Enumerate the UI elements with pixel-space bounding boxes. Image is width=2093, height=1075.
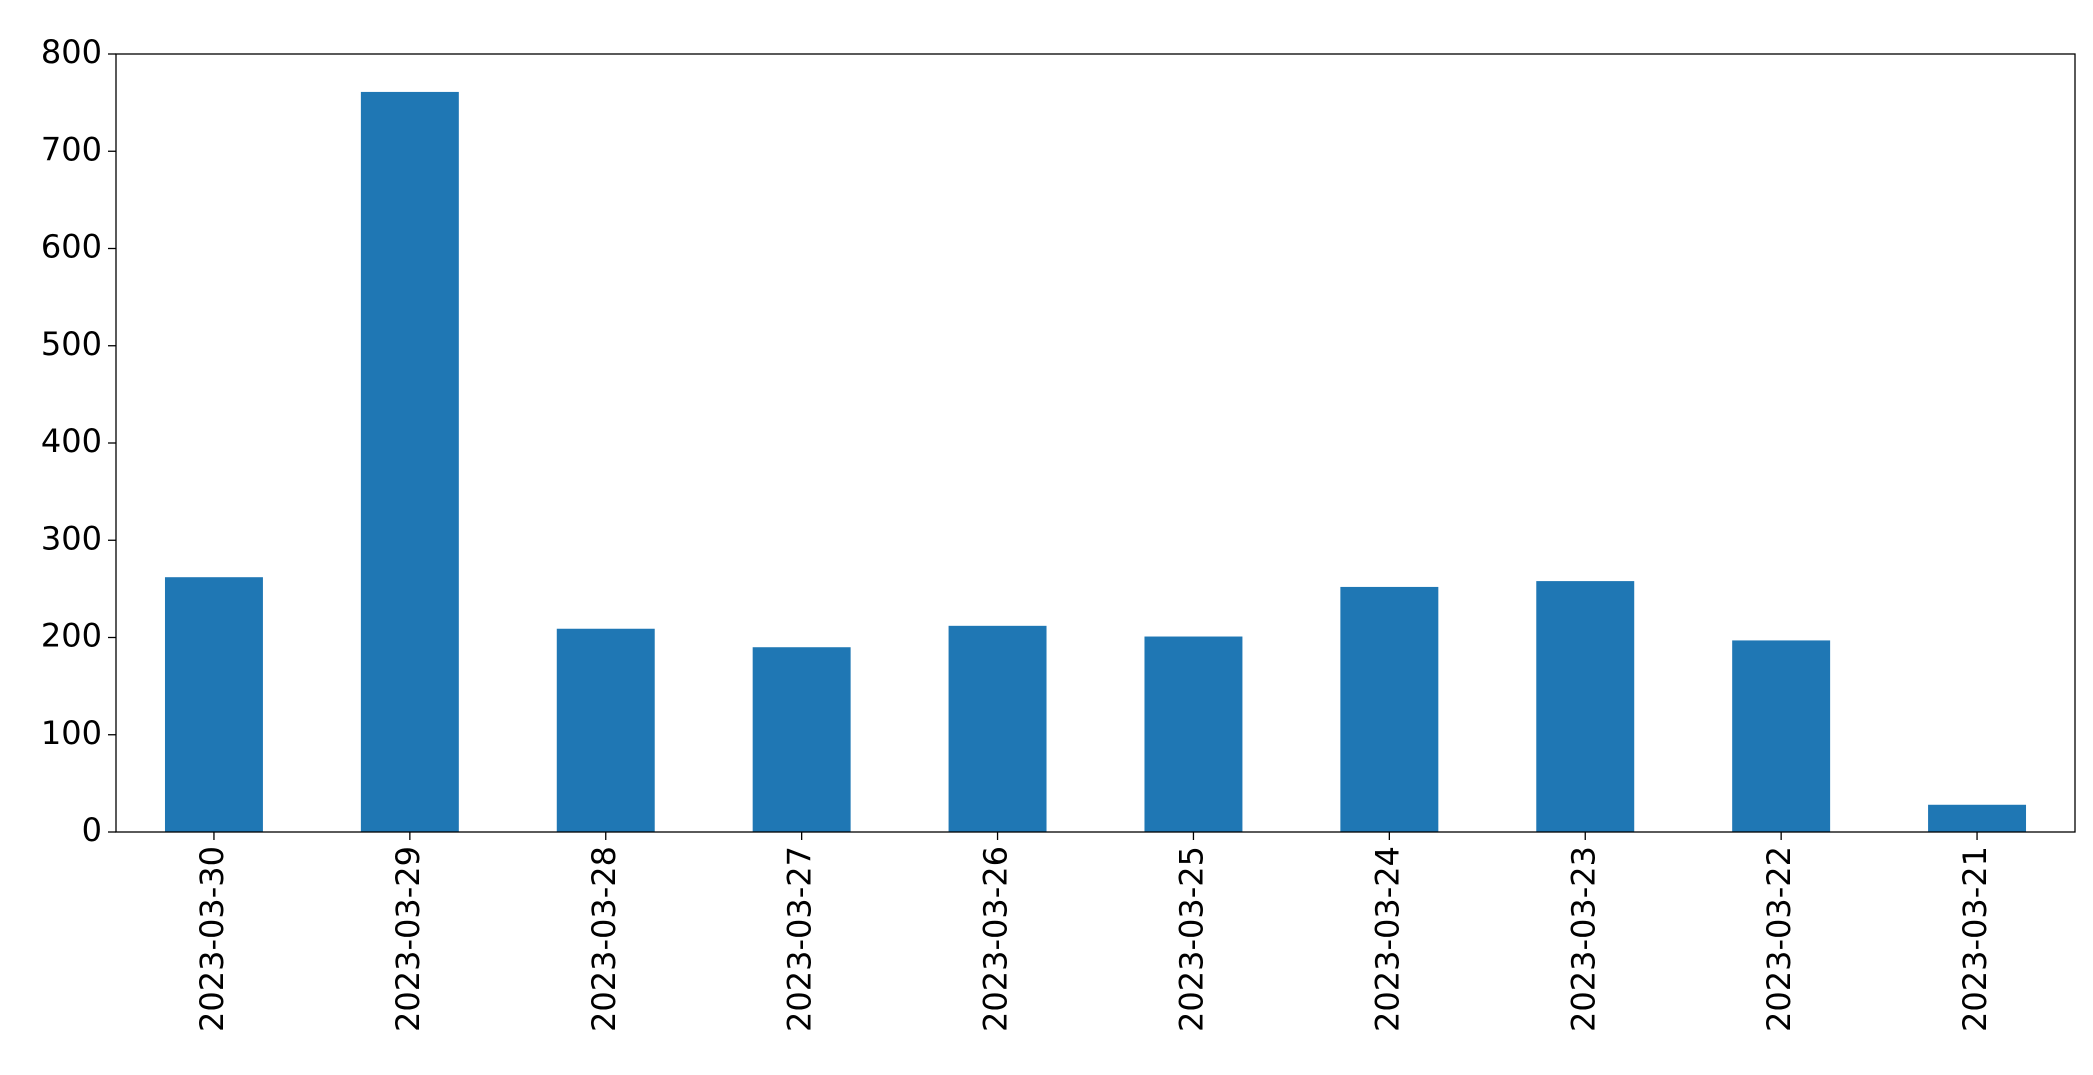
- bar: [1144, 636, 1243, 832]
- bar: [1928, 804, 2027, 832]
- x-tick-label: 2023-03-23: [1564, 846, 1602, 1032]
- bar: [1340, 586, 1439, 832]
- x-tick-label: 2023-03-21: [1956, 846, 1994, 1032]
- bar: [164, 577, 263, 832]
- y-tick-label: 600: [41, 228, 102, 266]
- y-tick-label: 500: [41, 325, 102, 363]
- x-tick-label: 2023-03-30: [193, 846, 231, 1032]
- bar: [1536, 581, 1635, 832]
- bar: [1732, 640, 1831, 832]
- bar: [948, 625, 1047, 832]
- plot-frame: [115, 53, 2076, 833]
- x-tick-label: 2023-03-24: [1368, 846, 1406, 1032]
- y-tick-label: 400: [41, 422, 102, 460]
- y-tick-label: 700: [41, 130, 102, 168]
- y-tick-label: 800: [41, 33, 102, 71]
- x-tick-label: 2023-03-27: [781, 846, 819, 1032]
- bar: [556, 628, 655, 832]
- bar: [752, 647, 851, 832]
- y-tick-label: 300: [41, 519, 102, 557]
- y-tick-label: 0: [82, 811, 102, 849]
- bar: [360, 91, 459, 833]
- x-tick-label: 2023-03-28: [585, 846, 623, 1032]
- x-tick-label: 2023-03-22: [1760, 846, 1798, 1032]
- x-tick-label: 2023-03-26: [977, 846, 1015, 1032]
- x-tick-label: 2023-03-29: [389, 846, 427, 1032]
- y-tick-label: 200: [41, 617, 102, 655]
- y-tick-label: 100: [41, 714, 102, 752]
- x-tick-label: 2023-03-25: [1172, 846, 1210, 1032]
